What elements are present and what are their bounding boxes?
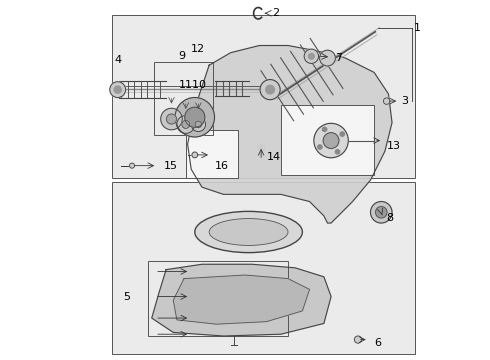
Circle shape	[114, 86, 122, 93]
Text: 5: 5	[123, 292, 130, 302]
Circle shape	[335, 150, 340, 154]
Circle shape	[192, 152, 197, 158]
Text: 1: 1	[414, 23, 420, 33]
Text: 15: 15	[164, 161, 178, 171]
Text: 12: 12	[191, 44, 205, 54]
Circle shape	[354, 336, 362, 343]
Ellipse shape	[209, 219, 288, 246]
Circle shape	[260, 80, 280, 100]
Circle shape	[314, 123, 348, 158]
Circle shape	[258, 144, 265, 151]
Bar	[281, 105, 374, 175]
Bar	[153, 62, 213, 135]
Circle shape	[161, 108, 182, 130]
Polygon shape	[188, 45, 392, 223]
Text: 7: 7	[335, 53, 342, 63]
Circle shape	[177, 116, 195, 134]
Text: 9: 9	[179, 51, 186, 61]
Circle shape	[185, 107, 205, 127]
Bar	[112, 15, 416, 178]
Bar	[148, 261, 288, 336]
Text: 16: 16	[215, 161, 228, 171]
Bar	[112, 182, 416, 354]
Circle shape	[110, 82, 125, 98]
Circle shape	[319, 50, 335, 66]
Ellipse shape	[195, 211, 302, 253]
Circle shape	[266, 85, 274, 94]
Circle shape	[304, 49, 319, 63]
Text: 13: 13	[387, 141, 401, 151]
Circle shape	[323, 133, 339, 148]
Circle shape	[309, 53, 314, 59]
Polygon shape	[173, 275, 310, 324]
Circle shape	[375, 207, 387, 218]
Bar	[186, 130, 238, 178]
Circle shape	[167, 114, 176, 124]
Circle shape	[340, 132, 344, 136]
Text: 6: 6	[374, 338, 381, 348]
Text: 4: 4	[114, 55, 121, 65]
Text: 1110: 1110	[179, 80, 207, 90]
Text: 8: 8	[387, 213, 394, 222]
Text: 3: 3	[401, 96, 408, 106]
Circle shape	[175, 98, 215, 137]
Circle shape	[318, 145, 322, 149]
Circle shape	[195, 121, 201, 128]
Polygon shape	[152, 264, 331, 336]
Text: 2: 2	[272, 8, 279, 18]
Circle shape	[322, 127, 327, 131]
Circle shape	[191, 117, 205, 132]
Circle shape	[370, 202, 392, 223]
Circle shape	[129, 163, 135, 168]
Text: 14: 14	[267, 152, 281, 162]
Circle shape	[182, 121, 190, 129]
Circle shape	[383, 98, 390, 104]
